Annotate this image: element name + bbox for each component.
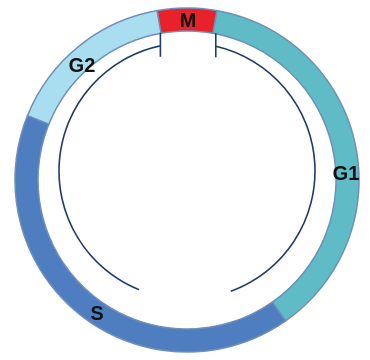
phase-label-s: S: [90, 303, 103, 325]
phase-label-m: M: [180, 10, 197, 32]
cell-cycle-ring: [14, 7, 360, 353]
inner-arc-left: [58, 45, 161, 291]
inner-arc-right: [215, 45, 316, 293]
phase-label-g2: G2: [69, 55, 96, 77]
inner-circle: [58, 32, 316, 293]
phase-label-g1: G1: [333, 163, 360, 185]
phase-segment-m: [156, 7, 218, 35]
phase-segment-s: [14, 114, 287, 353]
